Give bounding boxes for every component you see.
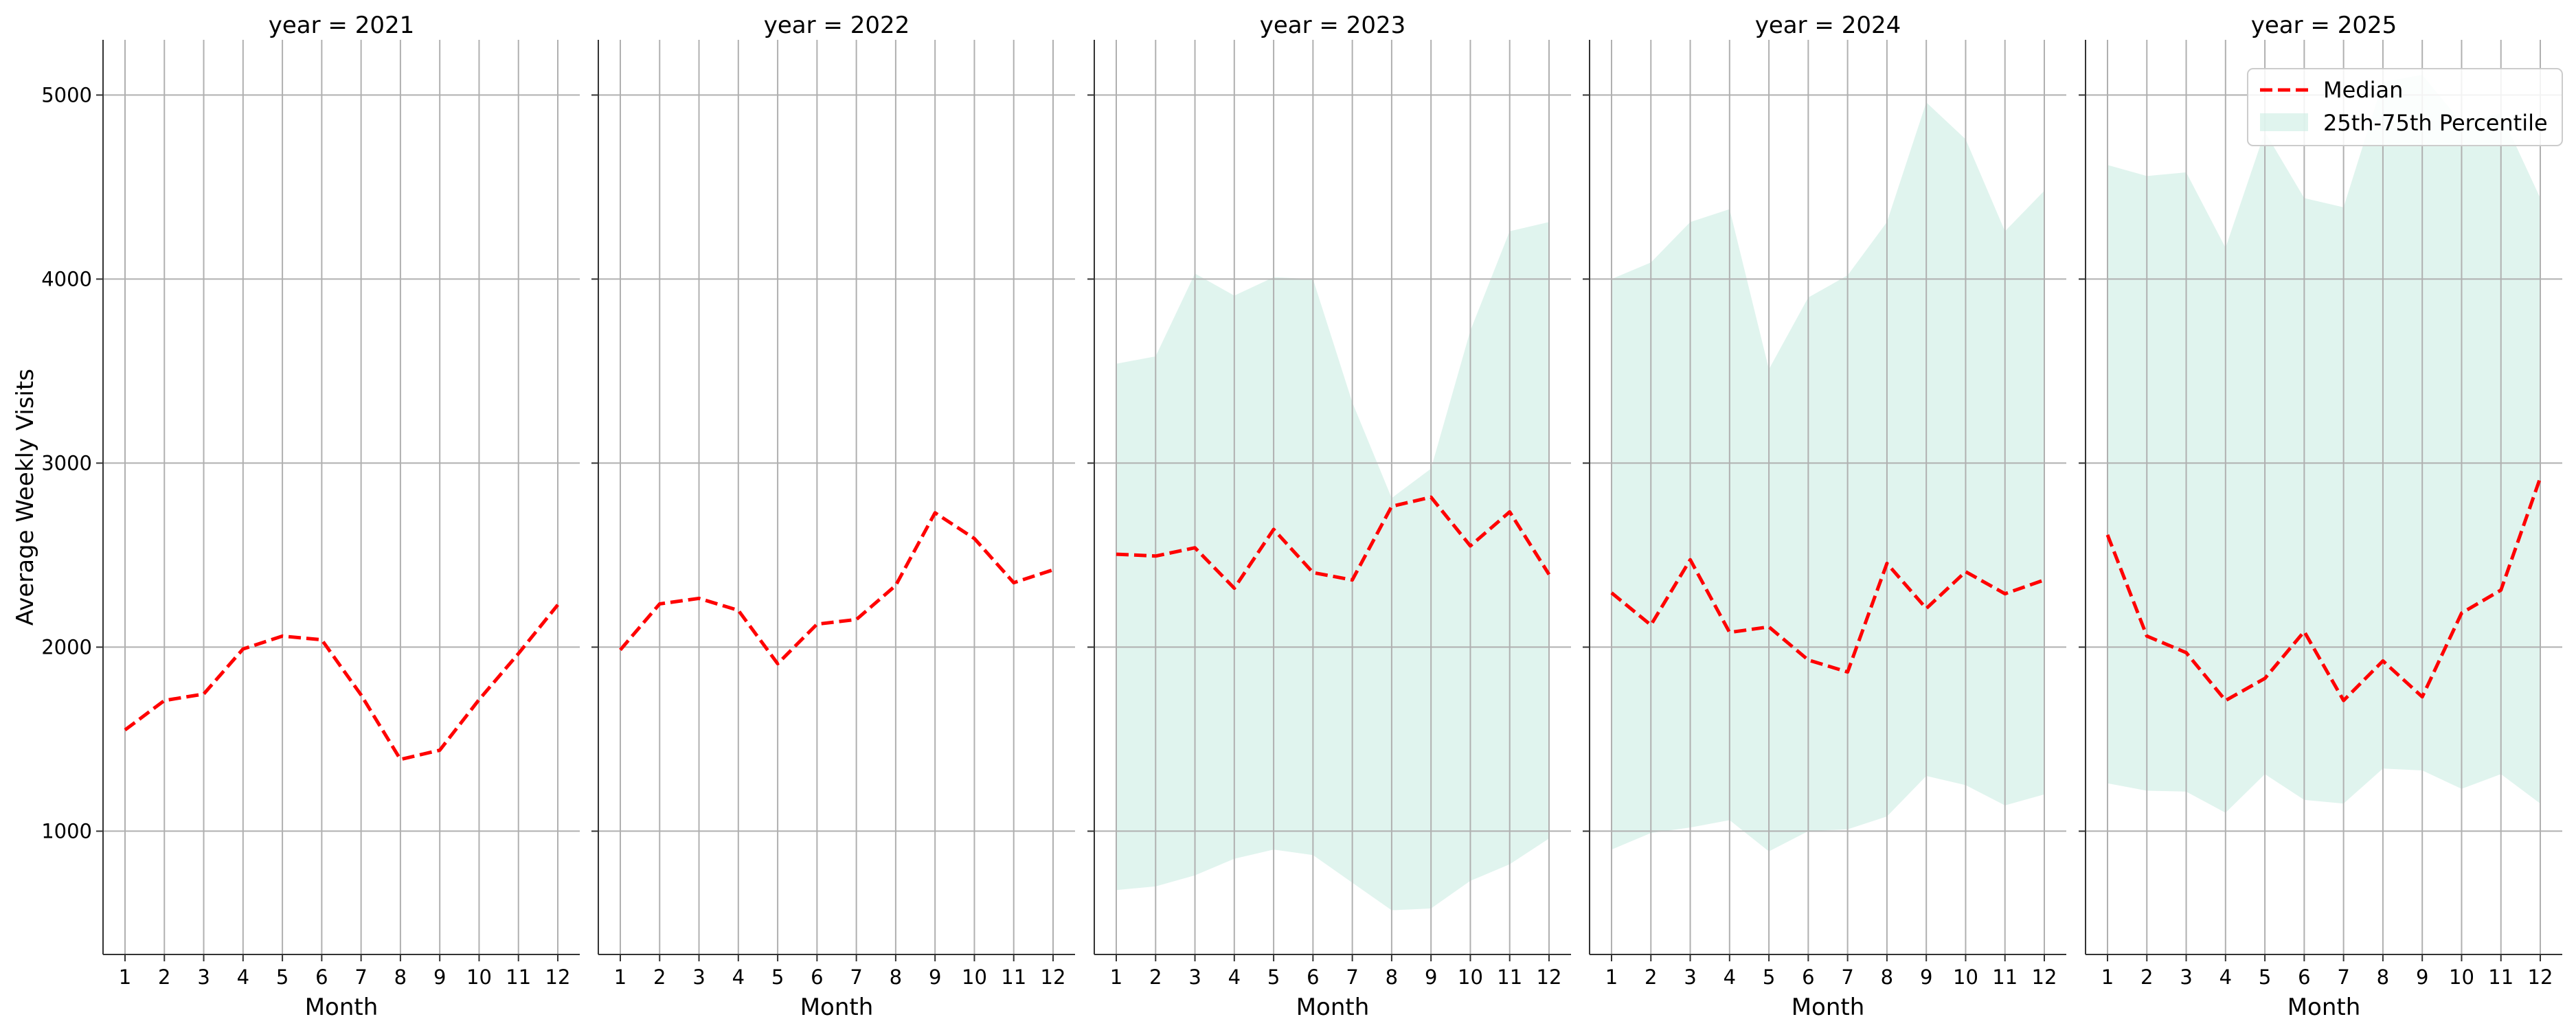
x-tick-label: 3 (197, 965, 210, 989)
median-line (619, 511, 1054, 666)
percentile-band (1116, 222, 1549, 911)
x-tick-label: 10 (466, 965, 492, 989)
panel-title: year = 2023 (1260, 12, 1405, 39)
x-tick-label: 2 (158, 965, 170, 989)
x-tick-label: 3 (1684, 965, 1696, 989)
x-tick-label: 5 (771, 965, 784, 989)
y-tick-label: 4000 (41, 267, 92, 290)
x-tick-label: 7 (354, 965, 367, 989)
x-tick-label: 1 (1605, 965, 1618, 989)
x-tick-label: 1 (2101, 965, 2114, 989)
panel-title: year = 2024 (1755, 12, 1901, 39)
x-tick-label: 11 (1001, 965, 1026, 989)
median-line (2105, 477, 2542, 702)
x-tick-label: 12 (545, 965, 571, 989)
x-tick-label: 9 (2416, 965, 2428, 989)
x-tick-label: 8 (2377, 965, 2389, 989)
x-tick-label: 2 (1149, 965, 1162, 989)
x-tick-label: 4 (732, 965, 745, 989)
x-tick-label: 9 (1920, 965, 1932, 989)
x-tick-label: 5 (1267, 965, 1280, 989)
x-tick-label: 7 (850, 965, 862, 989)
x-tick-label: 3 (692, 965, 705, 989)
y-tick-label: 5000 (41, 83, 92, 106)
x-tick-label: 4 (237, 965, 249, 989)
y-tick-label: 3000 (41, 451, 92, 474)
panel-title: year = 2021 (269, 12, 414, 39)
x-axis-label: Month (800, 994, 874, 1021)
x-tick-label: 8 (1386, 965, 1398, 989)
x-tick-label: 9 (433, 965, 446, 989)
x-tick-label: 3 (2180, 965, 2192, 989)
x-axis-label: Month (1792, 994, 1865, 1021)
percentile-band (1612, 102, 2044, 851)
panel-title: year = 2025 (2251, 12, 2397, 39)
x-tick-label: 2 (653, 965, 666, 989)
x-tick-label: 8 (394, 965, 407, 989)
median-line (1116, 495, 1551, 591)
y-tick-label: 1000 (41, 819, 92, 843)
x-tick-label: 11 (1497, 965, 1522, 989)
x-tick-label: 6 (1802, 965, 1814, 989)
x-tick-label: 9 (1425, 965, 1437, 989)
x-tick-label: 1 (119, 965, 131, 989)
y-tick-label: 2000 (41, 635, 92, 659)
y-axis-label: Average Weekly Visits (12, 369, 39, 626)
x-tick-label: 6 (315, 965, 328, 989)
x-tick-label: 3 (1188, 965, 1201, 989)
x-axis-label: Month (1296, 994, 1370, 1021)
legend-band-label: 25th-75th Percentile (2323, 110, 2548, 136)
x-tick-label: 8 (1881, 965, 1893, 989)
median-line (1610, 558, 2045, 674)
x-tick-label: 10 (1953, 965, 1978, 989)
x-tick-label: 2 (1645, 965, 1657, 989)
x-axis-label: Month (305, 994, 379, 1021)
x-tick-label: 7 (1346, 965, 1358, 989)
x-tick-label: 1 (614, 965, 626, 989)
x-tick-label: 7 (1841, 965, 1853, 989)
legend-frame (2247, 68, 2563, 146)
x-tick-label: 12 (2528, 965, 2553, 989)
x-tick-label: 7 (2337, 965, 2349, 989)
x-tick-label: 10 (2449, 965, 2474, 989)
x-tick-label: 5 (2259, 965, 2271, 989)
x-tick-label: 6 (811, 965, 823, 989)
x-tick-label: 6 (2298, 965, 2310, 989)
legend: Median 25th-75th Percentile (2247, 68, 2563, 146)
x-tick-label: 9 (929, 965, 941, 989)
median-line (124, 604, 559, 762)
x-tick-label: 12 (1041, 965, 1066, 989)
x-tick-label: 11 (2488, 965, 2513, 989)
x-tick-label: 12 (1537, 965, 1562, 989)
percentile-band (2108, 74, 2540, 813)
x-tick-label: 11 (506, 965, 531, 989)
x-tick-label: 5 (276, 965, 289, 989)
x-tick-label: 4 (2219, 965, 2232, 989)
x-tick-label: 1 (1110, 965, 1122, 989)
x-tick-label: 12 (2032, 965, 2057, 989)
x-axis-label: Month (2287, 994, 2361, 1021)
x-tick-label: 10 (1458, 965, 1483, 989)
x-tick-label: 11 (1992, 965, 2018, 989)
legend-median-label: Median (2323, 77, 2403, 103)
x-tick-label: 4 (1724, 965, 1736, 989)
legend-band-swatch (2260, 113, 2308, 131)
x-tick-label: 2 (2140, 965, 2153, 989)
x-tick-label: 5 (1763, 965, 1775, 989)
x-tick-label: 6 (1307, 965, 1319, 989)
x-tick-label: 4 (1228, 965, 1241, 989)
x-tick-label: 8 (890, 965, 902, 989)
panel-title: year = 2022 (764, 12, 909, 39)
x-tick-label: 10 (962, 965, 987, 989)
